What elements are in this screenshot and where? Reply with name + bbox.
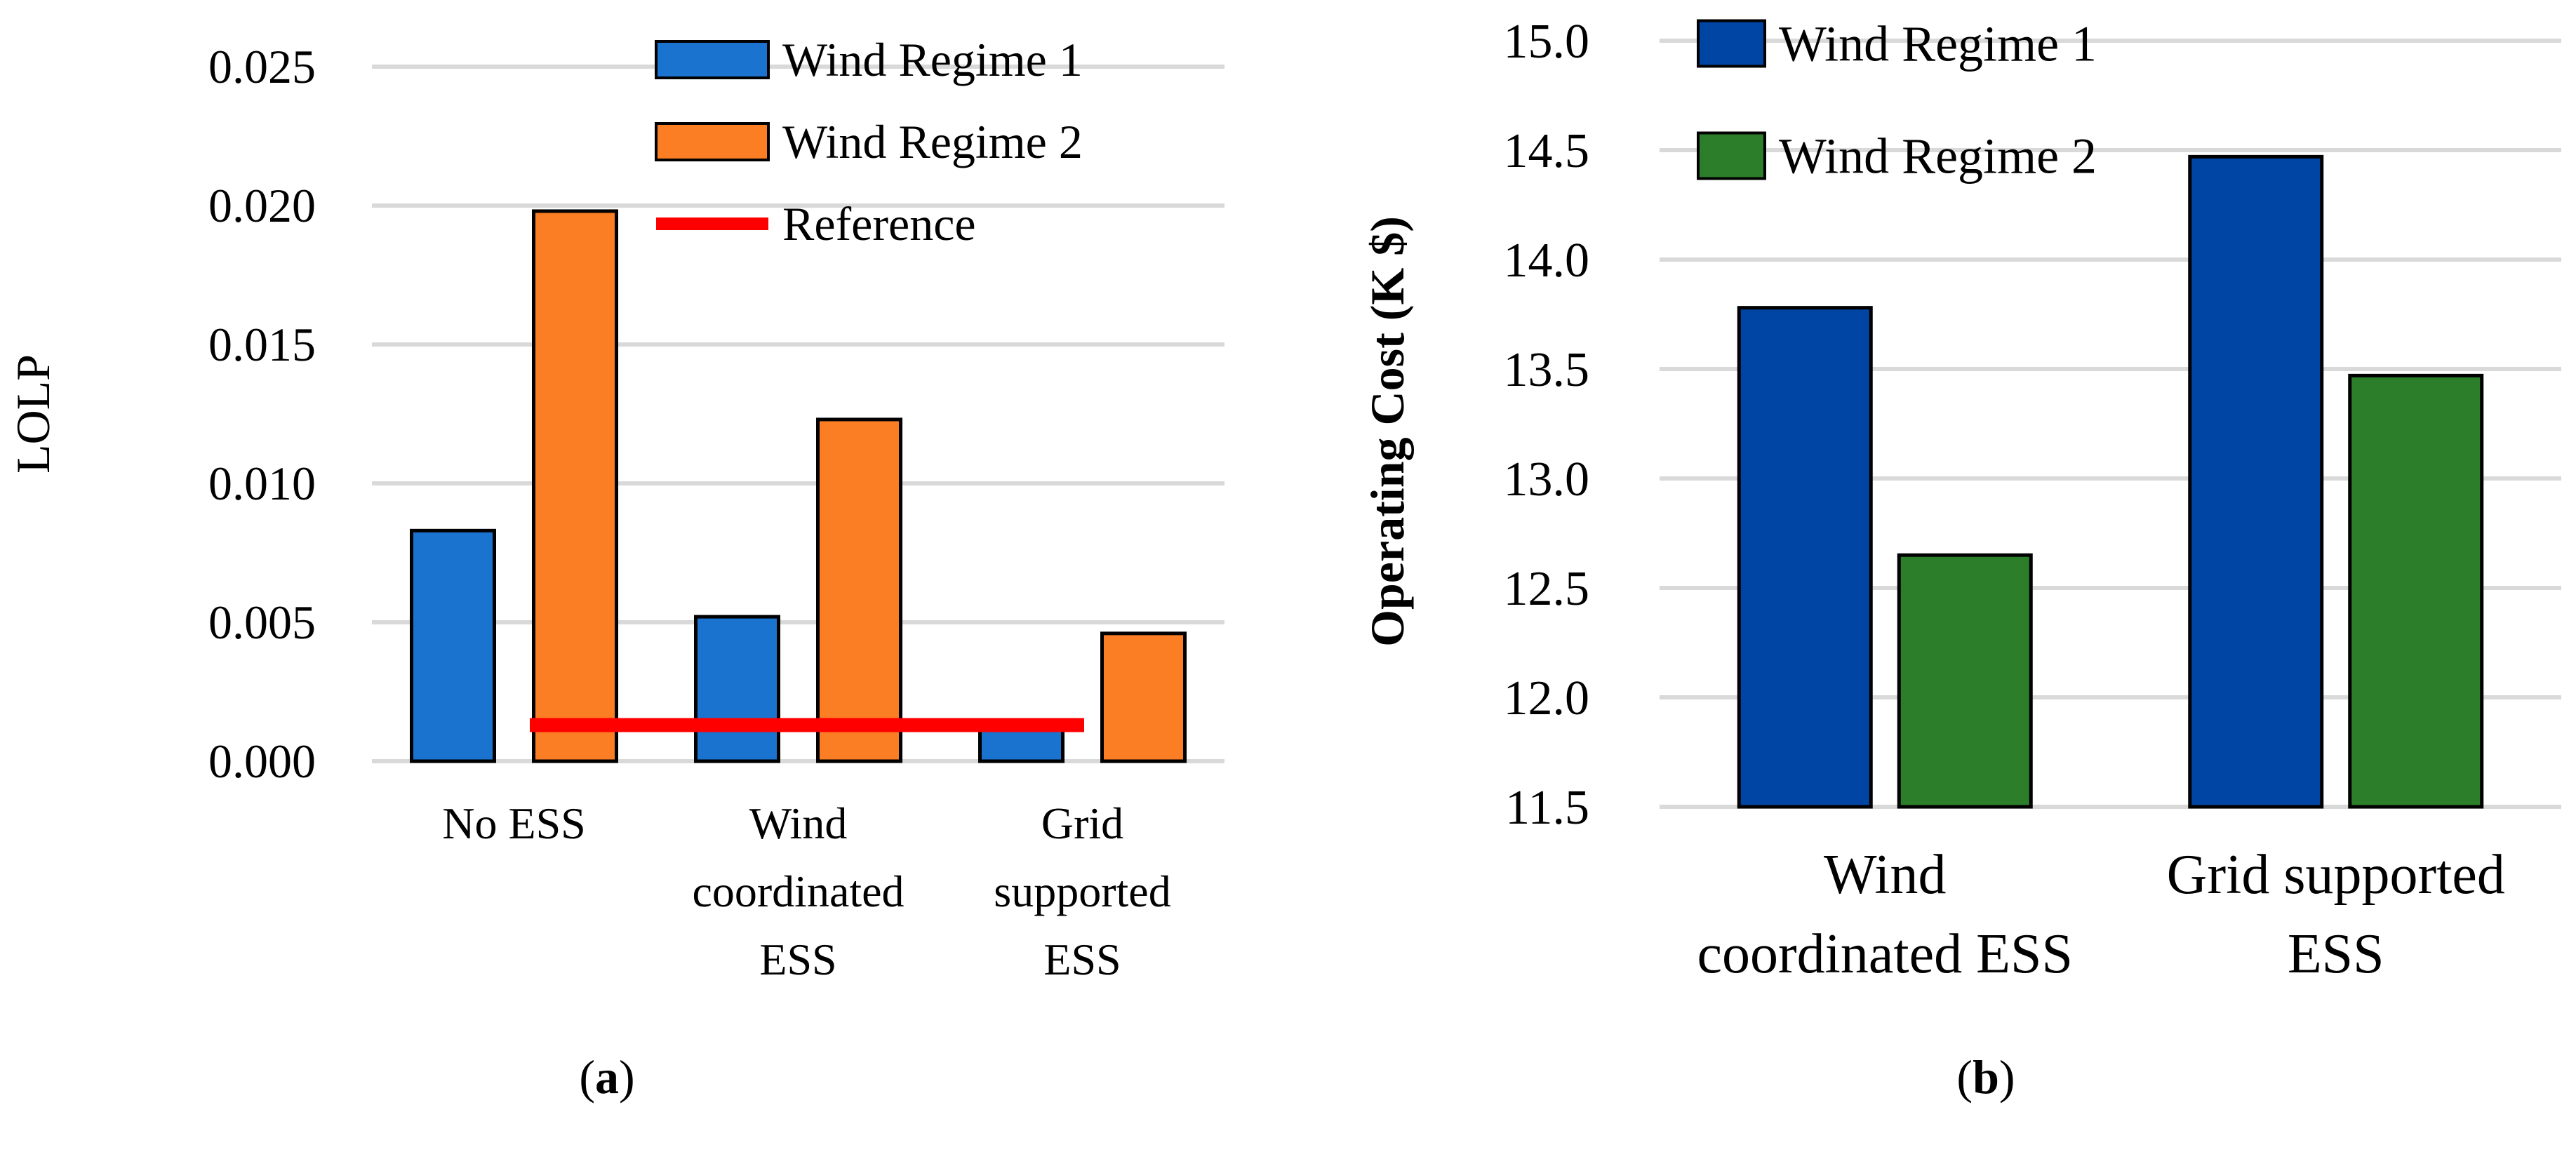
bar-2-3	[1100, 631, 1187, 763]
y-tick-label: 13.0	[1504, 453, 1590, 507]
y-tick-label: 0.015	[208, 318, 316, 371]
y-tick-label: 12.0	[1504, 671, 1590, 725]
category-label: coordinated ESS	[1697, 923, 2073, 985]
bar-1-1	[410, 528, 496, 763]
category-label: Wind	[1824, 844, 1947, 906]
y-tick-label: 0.005	[208, 596, 316, 649]
legend-swatch	[655, 40, 770, 79]
y-axis-label: LOLP	[6, 354, 60, 474]
legend-label: Wind Regime 1	[1779, 15, 2097, 72]
legend-label: Wind Regime 1	[782, 33, 1083, 86]
legend-label: Wind Regime 2	[1779, 128, 2097, 184]
category-label: coordinated	[692, 866, 904, 916]
category-label: Wind	[749, 798, 848, 848]
legend-swatch	[1697, 19, 1766, 68]
panel-label: (a)	[579, 1050, 634, 1104]
panel-letter: b	[1973, 1050, 1999, 1104]
y-tick-label: 14.0	[1504, 234, 1590, 288]
bar-2-1	[1897, 553, 2033, 809]
category-label: ESS	[2288, 923, 2384, 985]
legend-swatch	[655, 122, 770, 161]
bar-2-2	[2348, 373, 2484, 809]
bar-1-1	[1737, 306, 1873, 809]
category-label: Grid supported	[2167, 844, 2505, 906]
legend-label: Wind Regime 2	[782, 115, 1083, 168]
bar-1-2	[2188, 154, 2324, 809]
y-tick-label: 15.0	[1504, 15, 1590, 69]
y-tick-label: 12.5	[1504, 562, 1590, 616]
bar-2-1	[532, 209, 618, 763]
panel-label: (b)	[1956, 1050, 2015, 1104]
bar-1-2	[694, 615, 780, 763]
y-tick-label: 14.5	[1504, 124, 1590, 178]
category-label: ESS	[1043, 934, 1121, 984]
y-tick-label: 0.000	[208, 735, 316, 788]
chart-panel-a: 0.000 0.005 0.010 0.015 0.020 0.025 No ESS Wind…	[6, 33, 1224, 1104]
bar-2-2	[816, 417, 902, 763]
y-tick-label: 0.010	[208, 457, 316, 510]
panel-letter: a	[595, 1050, 619, 1104]
y-axis-label: Operating Cost (K $)	[1361, 216, 1414, 647]
category-label: Grid	[1041, 798, 1123, 848]
category-label: supported	[994, 866, 1170, 916]
chart-panel-b: 11.5 12.0 12.5 13.0 13.5 14.0 14.5 15.0 Wind coor…	[1361, 15, 2561, 1104]
y-tick-label: 0.025	[208, 40, 316, 93]
y-tick-label: 13.5	[1504, 343, 1590, 397]
category-label: No ESS	[442, 798, 586, 848]
legend-swatch	[1697, 131, 1766, 180]
y-tick-label: 0.020	[208, 179, 316, 232]
category-label: ESS	[759, 934, 836, 984]
y-tick-label: 11.5	[1505, 781, 1589, 835]
legend-label: Reference	[782, 197, 976, 250]
